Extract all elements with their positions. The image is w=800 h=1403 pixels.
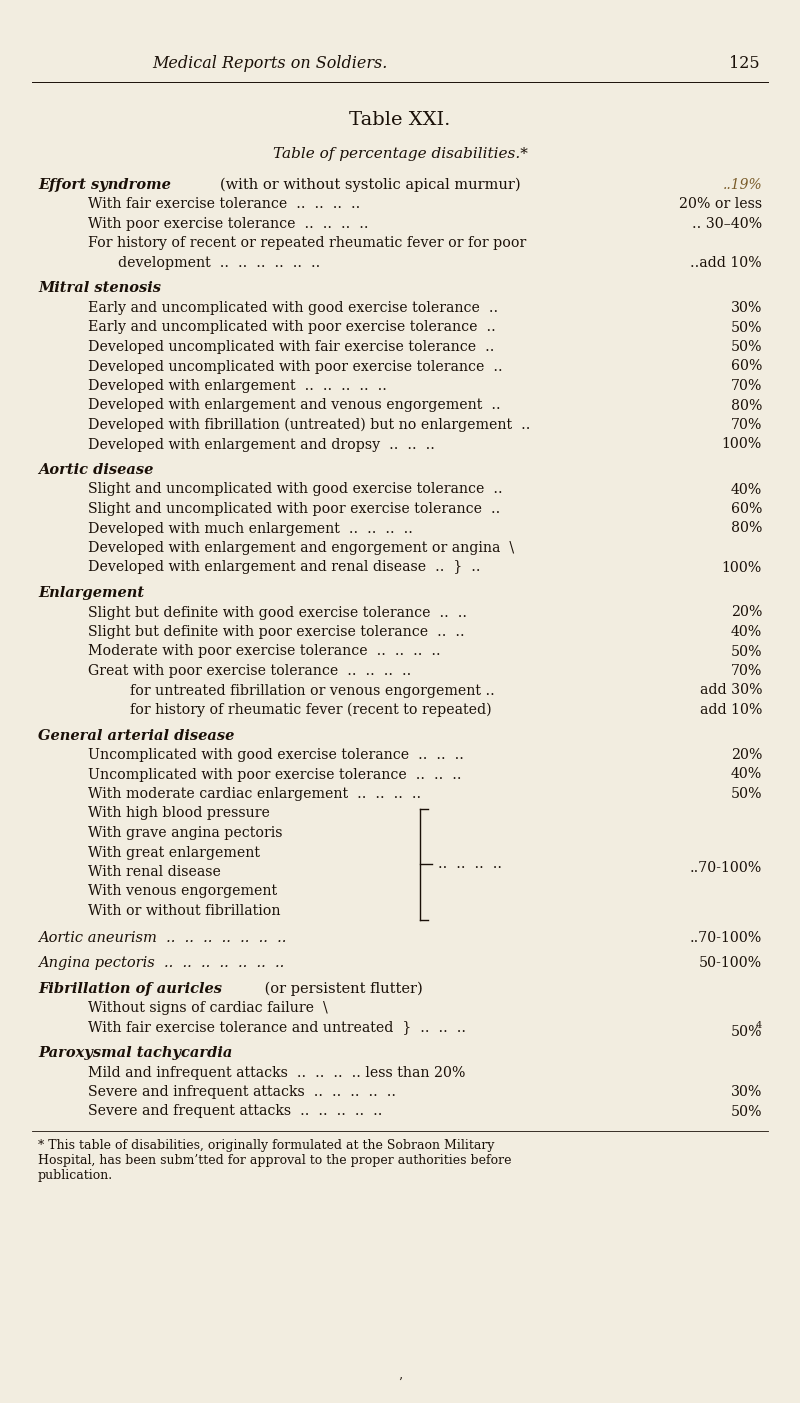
Text: Developed with enlargement and engorgement or angina  \: Developed with enlargement and engorgeme… xyxy=(88,542,514,556)
Text: Developed with fibrillation (untreated) but no enlargement  ..: Developed with fibrillation (untreated) … xyxy=(88,418,530,432)
Text: With great enlargement: With great enlargement xyxy=(88,846,260,860)
Text: With high blood pressure: With high blood pressure xyxy=(88,807,270,821)
Text: Severe and frequent attacks  ..  ..  ..  ..  ..: Severe and frequent attacks .. .. .. .. … xyxy=(88,1104,382,1118)
Text: 50%: 50% xyxy=(730,787,762,801)
Text: 30%: 30% xyxy=(730,1085,762,1099)
Text: Severe and infrequent attacks  ..  ..  ..  ..  ..: Severe and infrequent attacks .. .. .. .… xyxy=(88,1085,396,1099)
Text: Mild and infrequent attacks  ..  ..  ..  .. less than 20%: Mild and infrequent attacks .. .. .. .. … xyxy=(88,1065,466,1079)
Text: (or persistent flutter): (or persistent flutter) xyxy=(260,982,422,996)
Text: 60%: 60% xyxy=(730,502,762,516)
Text: Fibrillation of auricles: Fibrillation of auricles xyxy=(38,982,222,996)
Text: 4: 4 xyxy=(756,1020,762,1030)
Text: With poor exercise tolerance  ..  ..  ..  ..: With poor exercise tolerance .. .. .. .. xyxy=(88,217,369,231)
Text: Slight but definite with poor exercise tolerance  ..  ..: Slight but definite with poor exercise t… xyxy=(88,624,465,638)
Text: Uncomplicated with good exercise tolerance  ..  ..  ..: Uncomplicated with good exercise toleran… xyxy=(88,748,464,762)
Text: 20% or less: 20% or less xyxy=(679,198,762,212)
Text: add 30%: add 30% xyxy=(699,683,762,697)
Text: Great with poor exercise tolerance  ..  ..  ..  ..: Great with poor exercise tolerance .. ..… xyxy=(88,664,411,678)
Text: Early and uncomplicated with poor exercise tolerance  ..: Early and uncomplicated with poor exerci… xyxy=(88,320,496,334)
Text: Developed with enlargement  ..  ..  ..  ..  ..: Developed with enlargement .. .. .. .. .… xyxy=(88,379,387,393)
Text: Slight and uncomplicated with poor exercise tolerance  ..: Slight and uncomplicated with poor exerc… xyxy=(88,502,500,516)
Text: With venous engorgement: With venous engorgement xyxy=(88,884,277,898)
Text: add 10%: add 10% xyxy=(700,703,762,717)
Text: 50%: 50% xyxy=(730,1024,762,1038)
Text: With moderate cardiac enlargement  ..  ..  ..  ..: With moderate cardiac enlargement .. .. … xyxy=(88,787,421,801)
Text: Developed with enlargement and renal disease  ..  }  ..: Developed with enlargement and renal dis… xyxy=(88,561,481,574)
Text: Angina pectoris  ..  ..  ..  ..  ..  ..  ..: Angina pectoris .. .. .. .. .. .. .. xyxy=(38,955,284,969)
Text: 30%: 30% xyxy=(730,302,762,316)
Text: 50%: 50% xyxy=(730,320,762,334)
Text: publication.: publication. xyxy=(38,1169,113,1181)
Text: ..  ..  ..  ..: .. .. .. .. xyxy=(438,857,502,871)
Text: Slight but definite with good exercise tolerance  ..  ..: Slight but definite with good exercise t… xyxy=(88,606,467,620)
Text: With fair exercise tolerance  ..  ..  ..  ..: With fair exercise tolerance .. .. .. .. xyxy=(88,198,360,212)
Text: for history of rheumatic fever (recent to repeated): for history of rheumatic fever (recent t… xyxy=(130,703,492,717)
Text: (with or without systolic apical murmur): (with or without systolic apical murmur) xyxy=(220,178,521,192)
Text: Paroxysmal tachycardia: Paroxysmal tachycardia xyxy=(38,1047,232,1061)
Text: 50%: 50% xyxy=(730,340,762,354)
Text: With grave angina pectoris: With grave angina pectoris xyxy=(88,826,282,840)
Text: Developed uncomplicated with poor exercise tolerance  ..: Developed uncomplicated with poor exerci… xyxy=(88,359,502,373)
Text: 80%: 80% xyxy=(730,398,762,412)
Text: For history of recent or repeated rheumatic fever or for poor: For history of recent or repeated rheuma… xyxy=(88,237,526,251)
Text: Moderate with poor exercise tolerance  ..  ..  ..  ..: Moderate with poor exercise tolerance ..… xyxy=(88,644,441,658)
Text: ’: ’ xyxy=(398,1376,402,1390)
Text: 40%: 40% xyxy=(730,624,762,638)
Text: 20%: 20% xyxy=(730,606,762,620)
Text: 20%: 20% xyxy=(730,748,762,762)
Text: 125: 125 xyxy=(730,55,760,72)
Text: ..19%: ..19% xyxy=(722,178,762,192)
Text: General arterial disease: General arterial disease xyxy=(38,728,234,742)
Text: development  ..  ..  ..  ..  ..  ..: development .. .. .. .. .. .. xyxy=(118,255,320,269)
Text: * This table of disabilities, originally formulated at the Sobraon Military: * This table of disabilities, originally… xyxy=(38,1139,494,1152)
Text: Aortic aneurism  ..  ..  ..  ..  ..  ..  ..: Aortic aneurism .. .. .. .. .. .. .. xyxy=(38,932,286,946)
Text: ..add 10%: ..add 10% xyxy=(690,255,762,269)
Text: 100%: 100% xyxy=(722,561,762,574)
Text: With or without fibrillation: With or without fibrillation xyxy=(88,904,281,918)
Text: Table of percentage disabilities.*: Table of percentage disabilities.* xyxy=(273,147,527,161)
Text: Developed uncomplicated with fair exercise tolerance  ..: Developed uncomplicated with fair exerci… xyxy=(88,340,494,354)
Text: 70%: 70% xyxy=(730,379,762,393)
Text: 70%: 70% xyxy=(730,664,762,678)
Text: Table XXI.: Table XXI. xyxy=(350,111,450,129)
Text: Early and uncomplicated with good exercise tolerance  ..: Early and uncomplicated with good exerci… xyxy=(88,302,498,316)
Text: 80%: 80% xyxy=(730,522,762,536)
Text: Without signs of cardiac failure  \: Without signs of cardiac failure \ xyxy=(88,1000,328,1014)
Text: 50%: 50% xyxy=(730,644,762,658)
Text: 100%: 100% xyxy=(722,438,762,452)
Text: 40%: 40% xyxy=(730,767,762,781)
Text: 50-100%: 50-100% xyxy=(699,955,762,969)
Text: 70%: 70% xyxy=(730,418,762,432)
Text: 40%: 40% xyxy=(730,483,762,497)
Text: Uncomplicated with poor exercise tolerance  ..  ..  ..: Uncomplicated with poor exercise toleran… xyxy=(88,767,462,781)
Text: 50%: 50% xyxy=(730,1104,762,1118)
Text: Developed with enlargement and venous engorgement  ..: Developed with enlargement and venous en… xyxy=(88,398,501,412)
Text: With fair exercise tolerance and untreated  }  ..  ..  ..: With fair exercise tolerance and untreat… xyxy=(88,1020,466,1034)
Text: Hospital, has been subm’tted for approval to the proper authorities before: Hospital, has been subm’tted for approva… xyxy=(38,1155,511,1167)
Text: Effort syndrome: Effort syndrome xyxy=(38,178,171,192)
Text: Slight and uncomplicated with good exercise tolerance  ..: Slight and uncomplicated with good exerc… xyxy=(88,483,502,497)
Text: .. 30–40%: .. 30–40% xyxy=(692,217,762,231)
Text: Mitral stenosis: Mitral stenosis xyxy=(38,282,161,296)
Text: ..70-100%: ..70-100% xyxy=(690,932,762,946)
Text: Medical Reports on Soldiers.: Medical Reports on Soldiers. xyxy=(152,55,388,72)
Text: With renal disease: With renal disease xyxy=(88,866,221,880)
Text: Developed with enlargement and dropsy  ..  ..  ..: Developed with enlargement and dropsy ..… xyxy=(88,438,435,452)
Text: Aortic disease: Aortic disease xyxy=(38,463,154,477)
Text: Enlargement: Enlargement xyxy=(38,586,144,600)
Text: Developed with much enlargement  ..  ..  ..  ..: Developed with much enlargement .. .. ..… xyxy=(88,522,413,536)
Text: 60%: 60% xyxy=(730,359,762,373)
Text: for untreated fibrillation or venous engorgement ..: for untreated fibrillation or venous eng… xyxy=(130,683,494,697)
Text: ..70-100%: ..70-100% xyxy=(690,861,762,875)
